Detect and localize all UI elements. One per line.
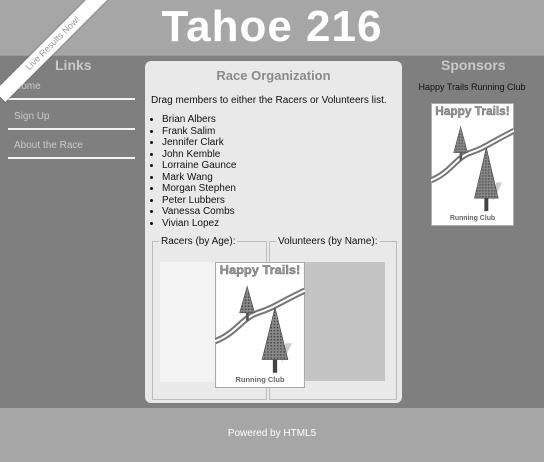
member[interactable]: Vanessa Combs: [162, 206, 237, 218]
logo-svg: Happy Trails! Running Club: [213, 262, 307, 388]
logo-title: Happy Trails!: [435, 104, 509, 118]
logo-svg: Happy Trails! Running Club: [429, 103, 516, 226]
nav-link[interactable]: About the Race: [8, 140, 135, 159]
member[interactable]: Frank Salim: [162, 126, 237, 138]
nav-link[interactable]: Sign Up: [8, 111, 135, 130]
small-tree: [453, 125, 468, 153]
sponsor-logo: Happy Trails! Running Club: [429, 103, 516, 226]
trunk: [459, 152, 463, 161]
sponsors-heading: Sponsors: [441, 57, 506, 73]
member[interactable]: Mark Wang: [162, 172, 237, 184]
member[interactable]: Lorraine Gaunce: [162, 160, 237, 172]
volunteers-legend: Volunteers (by Name):: [278, 236, 378, 247]
panel-title: Race Organization: [216, 68, 331, 83]
instructions: Drag members to either the Racers or Vol…: [151, 95, 387, 106]
site-title: Tahoe 216: [161, 2, 383, 51]
logo-frame: [431, 103, 514, 226]
member[interactable]: John Kemble: [162, 149, 237, 161]
trunk: [484, 198, 489, 212]
footer: [0, 408, 544, 462]
trail-line: [214, 289, 306, 343]
member[interactable]: Morgan Stephen: [162, 183, 237, 195]
racers-legend: Racers (by Age):: [161, 236, 236, 247]
trunk: [246, 312, 249, 321]
member[interactable]: Peter Lubbers: [162, 195, 237, 207]
trail-line: [430, 129, 515, 182]
member[interactable]: Brian Albers: [162, 114, 237, 126]
drop-area: [160, 262, 215, 382]
nav-heading: Links: [55, 57, 92, 73]
nav-link[interactable]: Home: [8, 81, 135, 100]
drop-area: [305, 262, 385, 381]
logo-title: Happy Trails!: [220, 263, 301, 277]
logo-subtitle: Running Club: [235, 375, 285, 384]
member[interactable]: Jennifer Clark: [162, 137, 237, 149]
logo-image[interactable]: Happy Trails! Running Club: [213, 262, 307, 388]
big-tree: [474, 147, 499, 199]
logo-frame: [215, 262, 305, 388]
logo-subtitle: Running Club: [450, 215, 495, 222]
sponsor-name: Happy Trails Running Club: [418, 82, 526, 92]
trunk: [272, 359, 278, 373]
member-list: Brian AlbersFrank SalimJennifer ClarkJoh…: [150, 114, 237, 229]
member[interactable]: Vivian Lopez: [162, 218, 237, 230]
footer-text: Powered by HTML5: [227, 428, 317, 439]
